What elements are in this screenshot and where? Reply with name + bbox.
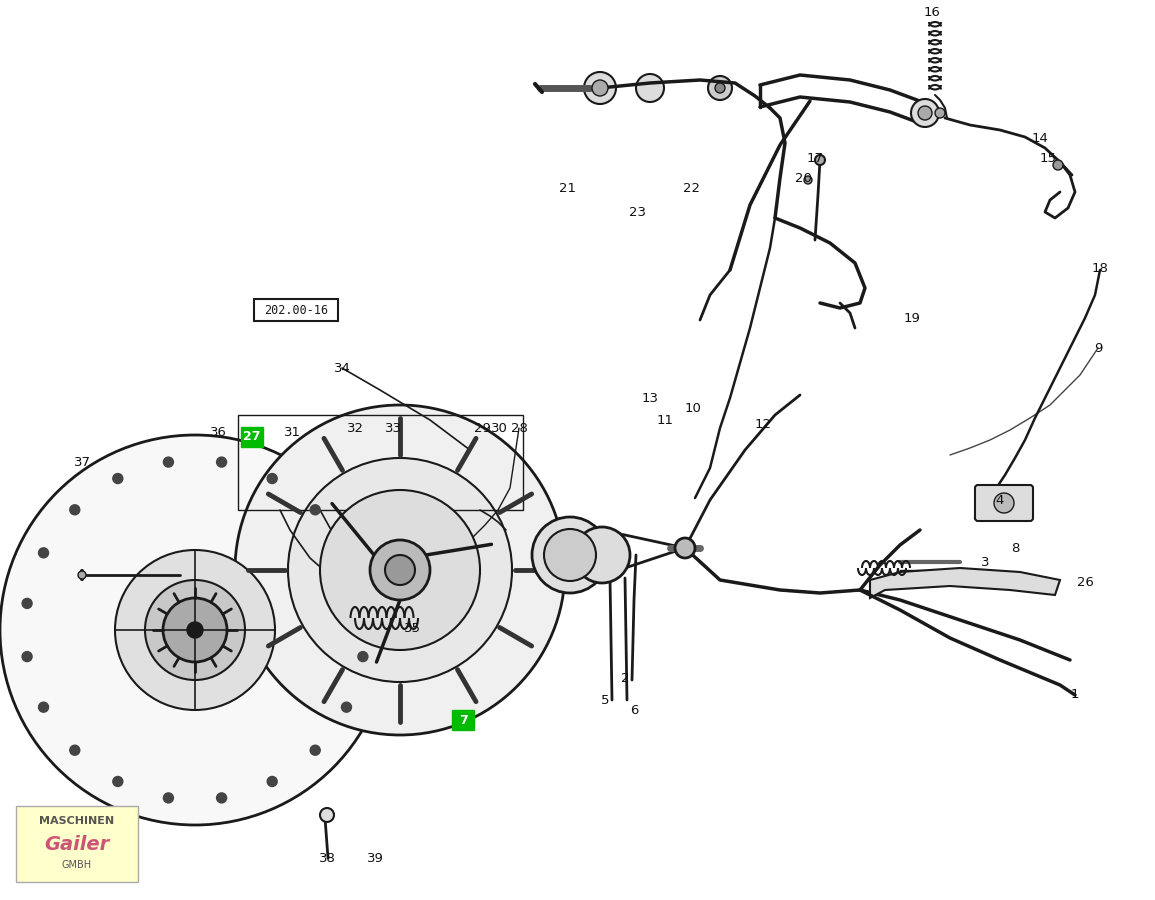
Circle shape xyxy=(113,473,122,483)
Text: 34: 34 xyxy=(334,362,350,374)
Circle shape xyxy=(38,548,49,558)
Circle shape xyxy=(994,493,1014,513)
Text: 15: 15 xyxy=(1040,151,1057,165)
Text: 11: 11 xyxy=(656,415,673,428)
Text: 4: 4 xyxy=(996,493,1004,507)
Circle shape xyxy=(0,435,390,825)
Circle shape xyxy=(532,517,608,593)
Circle shape xyxy=(815,155,825,165)
Circle shape xyxy=(593,80,608,96)
Circle shape xyxy=(234,405,565,735)
Circle shape xyxy=(370,540,430,600)
Circle shape xyxy=(69,505,80,515)
Circle shape xyxy=(163,598,228,662)
Circle shape xyxy=(574,527,629,583)
Text: 8: 8 xyxy=(1011,542,1019,554)
Text: 1: 1 xyxy=(1071,688,1079,701)
Text: 2: 2 xyxy=(620,671,629,685)
Circle shape xyxy=(358,598,368,608)
Circle shape xyxy=(584,72,616,104)
Text: 5: 5 xyxy=(601,694,609,706)
Text: 38: 38 xyxy=(319,851,335,865)
Circle shape xyxy=(358,652,368,662)
Circle shape xyxy=(311,505,320,515)
Circle shape xyxy=(113,777,122,787)
Text: 37: 37 xyxy=(74,456,90,470)
Circle shape xyxy=(342,548,351,558)
Text: 10: 10 xyxy=(685,401,701,415)
Text: 14: 14 xyxy=(1031,131,1049,145)
FancyBboxPatch shape xyxy=(16,806,137,882)
Circle shape xyxy=(69,745,80,755)
Circle shape xyxy=(116,550,275,710)
Circle shape xyxy=(22,652,32,662)
Text: Gailer: Gailer xyxy=(44,835,110,854)
Text: 6: 6 xyxy=(629,704,639,716)
Polygon shape xyxy=(870,568,1060,598)
Text: 3: 3 xyxy=(981,556,989,570)
Text: 21: 21 xyxy=(559,182,576,194)
Text: GMBH: GMBH xyxy=(62,860,92,870)
Text: 13: 13 xyxy=(641,392,658,404)
Circle shape xyxy=(804,176,812,184)
Circle shape xyxy=(320,490,480,650)
Text: 16: 16 xyxy=(924,5,940,19)
FancyBboxPatch shape xyxy=(452,710,474,730)
Circle shape xyxy=(163,793,173,803)
Text: 39: 39 xyxy=(366,851,383,865)
Text: 36: 36 xyxy=(209,427,226,439)
Text: 28: 28 xyxy=(511,421,528,435)
Circle shape xyxy=(385,555,415,585)
Circle shape xyxy=(288,458,512,682)
Circle shape xyxy=(911,99,939,127)
Circle shape xyxy=(22,598,32,608)
FancyBboxPatch shape xyxy=(254,299,338,321)
FancyBboxPatch shape xyxy=(975,485,1033,521)
Text: 31: 31 xyxy=(283,427,300,439)
Text: 30: 30 xyxy=(491,421,507,435)
Text: 9: 9 xyxy=(1094,341,1102,355)
Text: 20: 20 xyxy=(795,172,812,184)
Circle shape xyxy=(936,108,945,118)
Text: 22: 22 xyxy=(684,182,700,194)
Text: MASCHINEN: MASCHINEN xyxy=(39,816,114,826)
Circle shape xyxy=(320,808,334,822)
Circle shape xyxy=(267,777,277,787)
Text: 32: 32 xyxy=(346,421,364,435)
Circle shape xyxy=(342,702,351,712)
Circle shape xyxy=(311,745,320,755)
Text: 35: 35 xyxy=(403,622,420,634)
Circle shape xyxy=(38,702,49,712)
Circle shape xyxy=(79,571,85,579)
Text: 202.00-16: 202.00-16 xyxy=(264,303,328,317)
Circle shape xyxy=(1053,160,1063,170)
Circle shape xyxy=(708,76,732,100)
Circle shape xyxy=(675,538,695,558)
Circle shape xyxy=(187,622,203,638)
Text: 7: 7 xyxy=(459,714,468,726)
Circle shape xyxy=(217,457,226,467)
Circle shape xyxy=(636,74,664,102)
Text: 23: 23 xyxy=(629,206,647,220)
Text: 19: 19 xyxy=(903,311,921,325)
Circle shape xyxy=(544,529,596,581)
Circle shape xyxy=(163,457,173,467)
FancyBboxPatch shape xyxy=(241,427,263,447)
Text: 33: 33 xyxy=(385,421,402,435)
Circle shape xyxy=(146,580,245,680)
Circle shape xyxy=(267,473,277,483)
Circle shape xyxy=(715,83,725,93)
Text: 27: 27 xyxy=(244,430,261,444)
Text: 26: 26 xyxy=(1076,577,1094,590)
Circle shape xyxy=(918,106,932,120)
Circle shape xyxy=(217,793,226,803)
Text: 12: 12 xyxy=(754,418,772,431)
Text: 29: 29 xyxy=(474,421,491,435)
Text: 18: 18 xyxy=(1091,262,1109,274)
Text: 17: 17 xyxy=(806,151,824,165)
